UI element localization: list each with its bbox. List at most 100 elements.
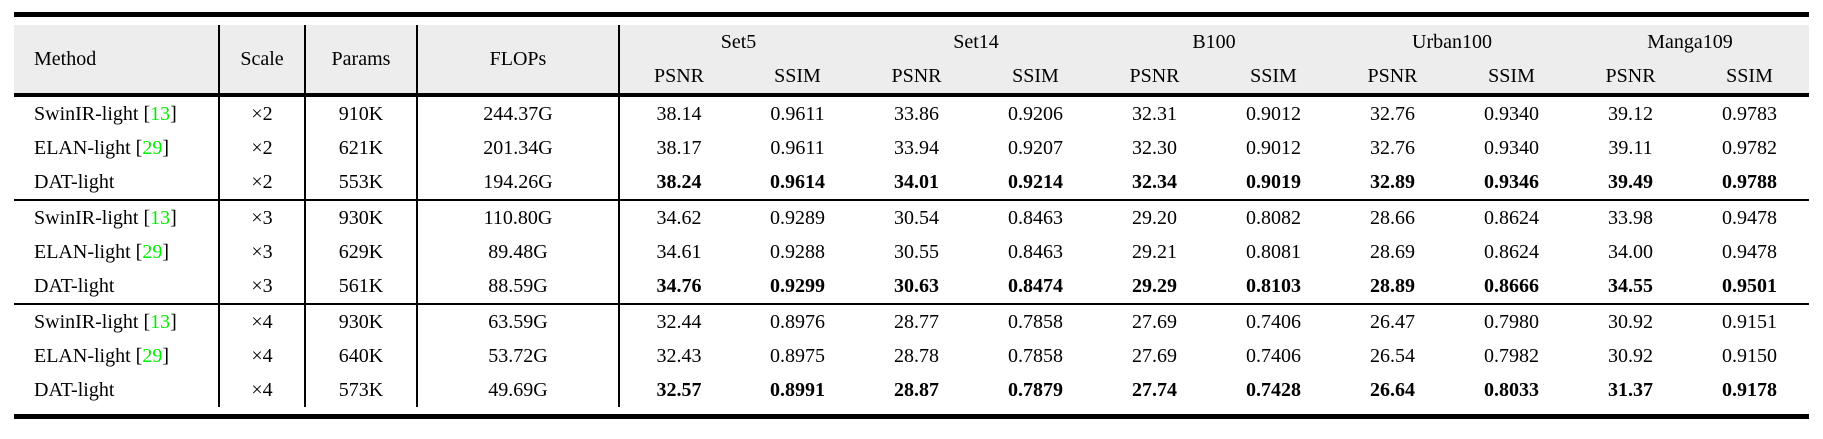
params-cell: 561K [305, 269, 418, 304]
metric-value-cell: 30.55 [894, 240, 939, 263]
metric-value-cell: 0.9340 [1484, 102, 1539, 125]
metric-value-cell: 0.8463 [1008, 240, 1063, 263]
metric-value-cell: 28.89 [1370, 274, 1415, 297]
citation-link[interactable]: 29 [142, 240, 163, 263]
citation-link[interactable]: 13 [150, 206, 171, 229]
method-name: SwinIR-light [34, 206, 139, 229]
citation-bracket-close: ] [162, 136, 169, 159]
metric-header-psnr: PSNR [857, 59, 976, 95]
table-row: ELAN-light [29] ×3 629K 89.48G 34.61 0.9288 30… [14, 235, 1809, 269]
flops-cell: 194.26G [417, 165, 620, 200]
method-cell: ELAN-light [29] [14, 131, 220, 165]
method-name: ELAN-light [34, 344, 131, 367]
dataset-header-urban100: Urban100 [1333, 25, 1572, 59]
metric-value-cell: 0.7406 [1246, 310, 1301, 333]
citation-bracket-close: ] [162, 344, 169, 367]
metric-value-cell: 0.8474 [1008, 274, 1063, 297]
metric-value-cell: 34.55 [1608, 274, 1654, 297]
flops-cell: 63.59G [417, 304, 620, 339]
flops-cell: 53.72G [417, 339, 620, 373]
scale-cell: ×4 [219, 304, 306, 339]
citation-bracket-close: ] [162, 240, 169, 263]
scale-cell: ×3 [219, 269, 306, 304]
method-cell: DAT-light [14, 165, 220, 200]
metric-header-psnr: PSNR [1571, 59, 1691, 95]
metric-header-psnr: PSNR [1333, 59, 1452, 95]
metric-value-cell: 0.9206 [1008, 102, 1063, 125]
metric-value-cell: 34.61 [656, 240, 702, 263]
metric-value-cell: 34.62 [656, 206, 702, 229]
metric-value-cell: 0.9346 [1484, 170, 1539, 193]
metric-value-cell: 34.01 [894, 170, 939, 193]
dataset-header-manga109: Manga109 [1571, 25, 1810, 59]
metric-value-cell: 32.31 [1132, 102, 1177, 125]
metric-value-cell: 29.20 [1132, 206, 1177, 229]
citation-link[interactable]: 29 [142, 344, 163, 367]
metric-value-cell: 30.92 [1608, 310, 1654, 333]
table-row: ELAN-light [29] ×2 621K 201.34G 38.17 0.9611 3… [14, 131, 1809, 165]
dataset-header-set5: Set5 [619, 25, 857, 59]
method-cell: ELAN-light [29] [14, 235, 220, 269]
metric-value-cell: 32.57 [656, 378, 702, 401]
metric-value-cell: 38.14 [656, 102, 702, 125]
citation-bracket-open: [ [138, 102, 151, 125]
metric-value-cell: 0.9611 [770, 136, 825, 159]
metric-value-cell: 39.12 [1608, 102, 1654, 125]
header-row-metrics: PSNR SSIM PSNR SSIM PSNR SSIM PSNR SSIM … [14, 59, 1810, 95]
method-name: SwinIR-light [34, 102, 139, 125]
metric-value-cell: 0.9299 [770, 274, 825, 297]
scale-cell: ×3 [219, 200, 306, 235]
flops-cell: 201.34G [417, 131, 620, 165]
scale-cell: ×4 [219, 339, 306, 373]
metric-value-cell: 28.69 [1370, 240, 1415, 263]
metric-value-cell: 31.37 [1608, 378, 1654, 401]
params-cell: 910K [305, 95, 418, 131]
metric-value-cell: 28.87 [894, 378, 939, 401]
table-row: ELAN-light [29] ×4 640K 53.72G 32.43 0.8975 28… [14, 339, 1809, 373]
method-name: ELAN-light [34, 240, 131, 263]
metric-value-cell: 0.9288 [770, 240, 825, 263]
metric-header-ssim: SSIM [1214, 59, 1333, 95]
citation-bracket-open: [ [130, 344, 143, 367]
table-row: SwinIR-light [13] ×2 910K 244.37G 38.14 0.961… [14, 95, 1809, 131]
metric-header-ssim: SSIM [976, 59, 1095, 95]
citation-link[interactable]: 13 [150, 102, 171, 125]
metric-value-cell: 27.74 [1132, 378, 1177, 401]
params-cell: 621K [305, 131, 418, 165]
metric-value-cell: 0.8976 [770, 310, 825, 333]
metric-value-cell: 29.21 [1132, 240, 1177, 263]
table-header: Method Scale Params FLOPs Set5 Set14 B10… [14, 25, 1810, 95]
metric-value-cell: 0.9214 [1008, 170, 1063, 193]
citation-link[interactable]: 29 [142, 136, 163, 159]
params-cell: 640K [305, 339, 418, 373]
metric-value-cell: 30.54 [894, 206, 939, 229]
flops-cell: 110.80G [417, 200, 620, 235]
metric-value-cell: 0.7879 [1008, 378, 1063, 401]
citation-bracket-open: [ [130, 136, 143, 159]
method-cell: SwinIR-light [13] [14, 200, 220, 235]
citation-link[interactable]: 13 [150, 310, 171, 333]
metric-value-cell: 0.7406 [1246, 344, 1301, 367]
metric-value-cell: 28.78 [894, 344, 939, 367]
citation-bracket-open: [ [138, 206, 151, 229]
metric-value-cell: 0.9012 [1246, 136, 1301, 159]
metric-value-cell: 30.92 [1608, 344, 1654, 367]
citation-bracket-close: ] [170, 206, 177, 229]
metric-value-cell: 34.76 [656, 274, 702, 297]
metric-value-cell: 0.9289 [770, 206, 825, 229]
metric-value-cell: 0.8033 [1484, 378, 1539, 401]
metric-value-cell: 0.8082 [1246, 206, 1301, 229]
metric-header-ssim: SSIM [1452, 59, 1572, 95]
params-cell: 930K [305, 200, 418, 235]
scale-cell: ×2 [219, 165, 306, 200]
params-cell: 553K [305, 165, 418, 200]
flops-cell: 49.69G [417, 373, 620, 407]
metric-value-cell: 0.9783 [1722, 102, 1778, 125]
table-row: SwinIR-light [13] ×4 930K 63.59G 32.44 0.8976… [14, 304, 1809, 339]
metric-value-cell: 0.9501 [1722, 274, 1778, 297]
metric-value-cell: 28.66 [1370, 206, 1415, 229]
col-header-flops: FLOPs [417, 25, 620, 95]
metric-value-cell: 0.8624 [1484, 206, 1539, 229]
metric-value-cell: 0.7980 [1484, 310, 1539, 333]
